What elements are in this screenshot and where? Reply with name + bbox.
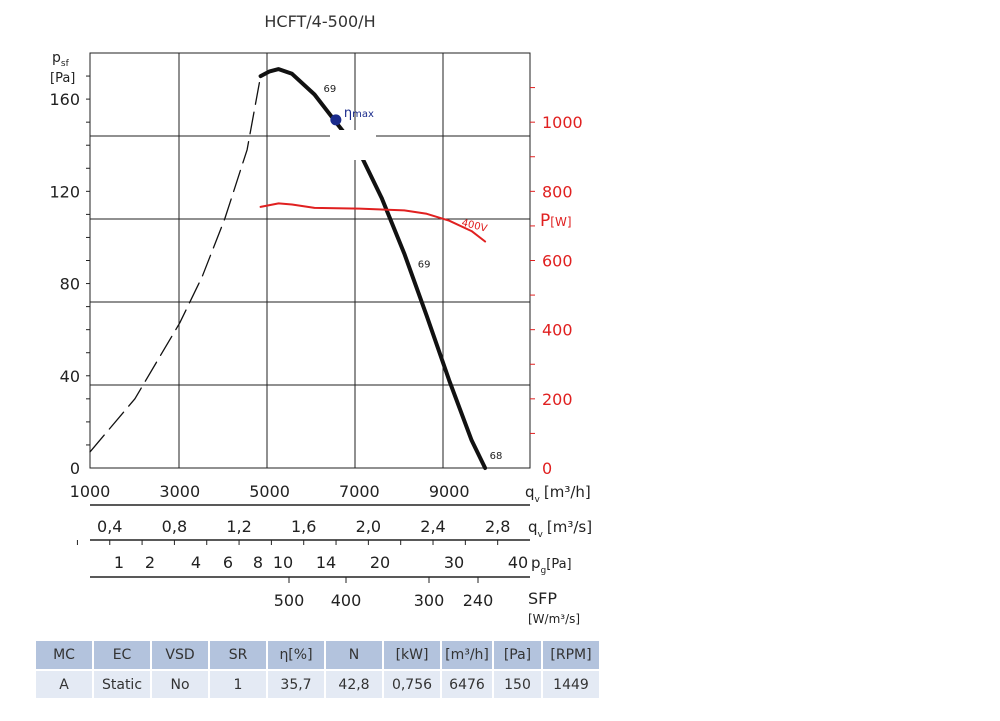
x-tick-labels: 1000 3000 5000 7000 9000 <box>70 482 470 501</box>
scale-pg-tick: 10 <box>273 553 293 572</box>
header-mc: MC <box>36 641 92 669</box>
header-vsd: VSD <box>152 641 208 669</box>
scale-pg-tick: 40 <box>508 553 528 572</box>
value-mc: A <box>36 671 92 698</box>
y-axis-label: psf <box>52 50 70 69</box>
power-tick-label: 400 <box>542 321 573 340</box>
scale-m3s-tick: 1,2 <box>226 517 251 536</box>
scale-m3s-ticks: 0,4 0,8 1,2 1,6 2,0 2,4 2,8 <box>76 517 510 545</box>
value-flow: 6476 <box>442 671 492 698</box>
value-pa: 150 <box>494 671 541 698</box>
scale-pg-tick: 8 <box>253 553 263 572</box>
pressure-curve <box>258 67 488 470</box>
header-sr: SR <box>210 641 266 669</box>
value-vsd: No <box>152 671 208 698</box>
efficiency-annotation: 69 <box>323 84 336 95</box>
scale-pg-tick: 4 <box>191 553 201 572</box>
specs-table: MC EC VSD SR η[%] N [kW] [m³/h] [Pa] [RP… <box>34 639 601 700</box>
power-tick-label: 0 <box>542 459 552 478</box>
scale-sfp-ticks: 500 400 300 240 <box>274 577 494 610</box>
plot-grid <box>89 52 531 469</box>
value-efficiency: 35,7 <box>268 671 324 698</box>
eta-max-marker: ηmax <box>330 106 374 126</box>
efficiency-annotation: 69 <box>418 259 431 270</box>
minor-ticks <box>86 75 535 446</box>
scale-m3s-tick: 2,8 <box>485 517 510 536</box>
scale-sfp-tick: 400 <box>331 591 362 610</box>
scale-m3s-tick: 0,4 <box>97 517 122 536</box>
scale-pg-tick: 1 <box>114 553 124 572</box>
efficiency-annotation: 68 <box>490 451 503 462</box>
y-tick-labels: 0 40 80 120 160 <box>49 90 80 478</box>
scale-m3s-tick: 2,0 <box>356 517 381 536</box>
header-efficiency: η[%] <box>268 641 324 669</box>
header-pa: [Pa] <box>494 641 541 669</box>
scale-pg-tick: 6 <box>223 553 233 572</box>
y-tick-label: 160 <box>49 90 80 109</box>
header-rpm: [RPM] <box>543 641 599 669</box>
power-tick-label: 600 <box>542 252 573 271</box>
x-tick-label: 1000 <box>70 482 111 501</box>
header-n: N <box>326 641 382 669</box>
power-tick-label: 800 <box>542 182 573 201</box>
x-tick-label: 5000 <box>249 482 290 501</box>
scale-pg-tick: 20 <box>370 553 390 572</box>
y-tick-label: 80 <box>60 275 80 294</box>
marker-label-bg <box>330 130 376 160</box>
power-tick-label: 1000 <box>542 113 583 132</box>
annotations: 69 69 68 <box>323 84 502 462</box>
value-n: 42,8 <box>326 671 382 698</box>
pressure-curve-unstable <box>89 75 262 453</box>
scale-sfp-tick: 300 <box>414 591 445 610</box>
x-tick-label: 3000 <box>159 482 200 501</box>
scale-pg-tick: 14 <box>316 553 336 572</box>
eta-max-dot <box>330 114 342 126</box>
scale-pg-tick: 30 <box>444 553 464 572</box>
scale-pg-label: pg[Pa] <box>531 554 572 576</box>
x-tick-label: 9000 <box>429 482 470 501</box>
y-tick-label: 40 <box>60 367 80 386</box>
header-kw: [kW] <box>384 641 440 669</box>
x-axis-label: qv [m³/h] <box>525 483 591 505</box>
scale-m3s-tick: 0,8 <box>162 517 187 536</box>
header-flow: [m³/h] <box>442 641 492 669</box>
value-rpm: 1449 <box>543 671 599 698</box>
scale-m3s-tick: 2,4 <box>420 517 445 536</box>
y-tick-label: 120 <box>49 182 80 201</box>
power-tick-label: 200 <box>542 390 573 409</box>
scale-pg-ticks: 1 2 4 6 8 10 14 20 30 40 <box>114 553 528 572</box>
y-tick-label: 0 <box>70 459 80 478</box>
chart-title: HCFT/4-500/H <box>264 12 375 31</box>
value-ec: Static <box>94 671 150 698</box>
specs-value-row: A Static No 1 35,7 42,8 0,756 6476 150 1… <box>36 671 599 698</box>
power-axis-label: P[W] <box>540 211 572 231</box>
value-sr: 1 <box>210 671 266 698</box>
scale-m3s-tick: 1,6 <box>291 517 316 536</box>
eta-max-label: ηmax <box>344 106 374 121</box>
scale-sfp-tick: 240 <box>463 591 494 610</box>
x-tick-label: 7000 <box>339 482 380 501</box>
header-ec: EC <box>94 641 150 669</box>
scale-m3s-label: qv [m³/s] <box>528 518 592 540</box>
scale-sfp-unit: [W/m³/s] <box>528 612 580 626</box>
scale-sfp-tick: 500 <box>274 591 305 610</box>
scale-sfp-label: SFP <box>528 589 557 608</box>
y-axis-unit: [Pa] <box>50 71 75 86</box>
power-tick-labels: 0 200 400 600 800 1000 <box>542 113 583 478</box>
value-kw: 0,756 <box>384 671 440 698</box>
power-curve-400v <box>259 202 487 243</box>
scale-pg-tick: 2 <box>145 553 155 572</box>
specs-header-row: MC EC VSD SR η[%] N [kW] [m³/h] [Pa] [RP… <box>36 641 599 669</box>
